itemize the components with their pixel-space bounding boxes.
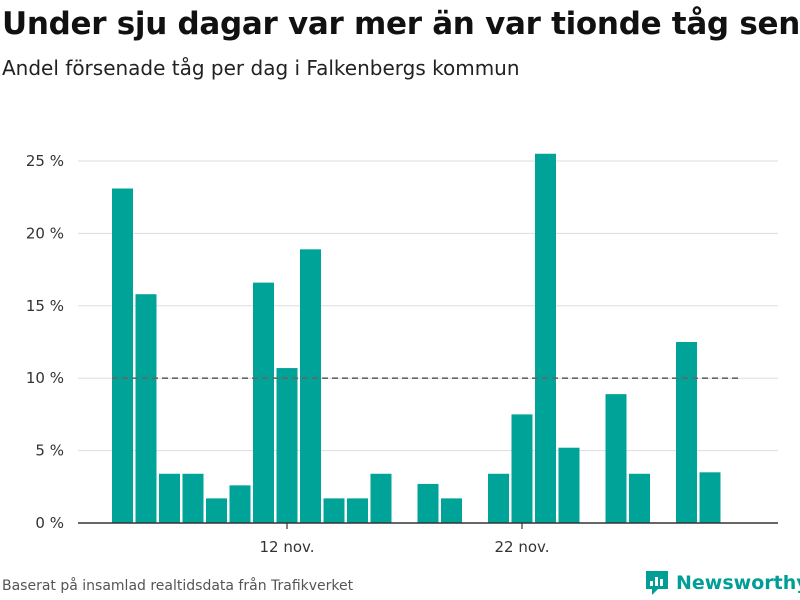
- chart-subtitle: Andel försenade tåg per dag i Falkenberg…: [2, 56, 520, 80]
- y-tick-label: 10 %: [26, 369, 64, 387]
- y-tick-label: 20 %: [26, 224, 64, 242]
- bar: [323, 498, 345, 523]
- bar: [511, 414, 533, 523]
- bar: [300, 249, 321, 523]
- bar: [629, 473, 650, 523]
- y-tick-label: 15 %: [26, 297, 64, 315]
- bar: [276, 368, 298, 523]
- bar: [370, 473, 392, 523]
- y-axis-labels: 0 % 5 % 10 % 15 % 20 % 25 %: [26, 152, 64, 532]
- bar: [229, 485, 251, 523]
- x-axis-ticks: 12 nov. 22 nov.: [259, 523, 550, 556]
- bar: [159, 473, 180, 523]
- x-tick-label: 22 nov.: [494, 538, 549, 556]
- bar: [558, 447, 580, 523]
- bar: [182, 473, 204, 523]
- bar: [441, 498, 462, 523]
- bar: [488, 473, 509, 523]
- bar: [676, 342, 697, 523]
- chart-title: Under sju dagar var mer än var tionde tå…: [2, 6, 800, 42]
- newsworthy-logo-icon: [646, 571, 668, 595]
- bar: [253, 282, 274, 523]
- y-tick-label: 0 %: [35, 514, 64, 532]
- bar: [347, 498, 368, 523]
- bar: [135, 294, 157, 523]
- logo-text: Newsworthy: [676, 572, 800, 594]
- y-tick-label: 5 %: [35, 442, 64, 460]
- x-tick-label: 12 nov.: [259, 538, 314, 556]
- source-note: Baserat på insamlad realtidsdata från Tr…: [2, 578, 354, 594]
- bar: [605, 394, 627, 523]
- y-tick-label: 25 %: [26, 152, 64, 170]
- newsworthy-logo[interactable]: Newsworthy: [644, 568, 800, 598]
- bars: [112, 153, 721, 523]
- bar: [699, 472, 721, 523]
- bar: [112, 188, 133, 523]
- bar: [206, 498, 227, 523]
- gridlines: [78, 160, 778, 452]
- bar: [535, 153, 556, 523]
- bar-chart: 0 % 5 % 10 % 15 % 20 % 25 % 12 nov. 22 nov.: [26, 152, 778, 556]
- bar: [417, 483, 439, 523]
